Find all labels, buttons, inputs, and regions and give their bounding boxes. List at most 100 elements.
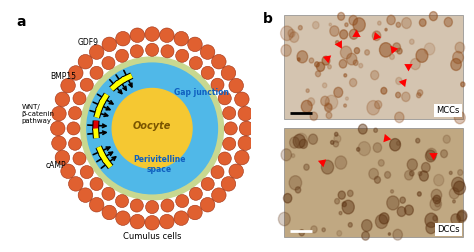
Text: a: a — [17, 15, 26, 29]
Circle shape — [369, 168, 378, 179]
Circle shape — [73, 92, 86, 105]
Circle shape — [283, 194, 292, 203]
Circle shape — [385, 28, 387, 31]
Circle shape — [342, 202, 346, 207]
Circle shape — [224, 122, 237, 135]
Text: b: b — [263, 12, 273, 26]
Circle shape — [454, 181, 465, 195]
Circle shape — [174, 32, 189, 46]
Circle shape — [116, 49, 128, 62]
Circle shape — [330, 140, 334, 144]
Circle shape — [425, 213, 438, 227]
Circle shape — [373, 143, 382, 152]
Circle shape — [371, 71, 379, 80]
Circle shape — [189, 56, 202, 70]
Circle shape — [295, 133, 308, 147]
Circle shape — [449, 188, 459, 199]
Circle shape — [426, 222, 436, 234]
Circle shape — [416, 138, 420, 143]
Circle shape — [337, 231, 342, 236]
Circle shape — [344, 104, 346, 107]
Circle shape — [61, 164, 75, 178]
Circle shape — [69, 177, 83, 191]
Circle shape — [145, 27, 159, 41]
Circle shape — [431, 189, 442, 201]
Circle shape — [69, 66, 83, 80]
Circle shape — [130, 28, 145, 43]
Circle shape — [348, 223, 352, 227]
Circle shape — [298, 25, 302, 30]
Circle shape — [78, 54, 92, 69]
Text: MCCs: MCCs — [437, 106, 460, 115]
Circle shape — [418, 90, 423, 96]
Circle shape — [176, 49, 189, 62]
Circle shape — [419, 171, 428, 181]
Circle shape — [416, 49, 428, 62]
Circle shape — [281, 149, 292, 161]
Circle shape — [73, 152, 86, 165]
Circle shape — [90, 198, 104, 212]
Circle shape — [340, 30, 348, 39]
Circle shape — [396, 92, 401, 98]
Circle shape — [201, 45, 215, 59]
Circle shape — [395, 112, 404, 123]
Circle shape — [218, 92, 231, 105]
Text: DCCs: DCCs — [438, 225, 460, 234]
Circle shape — [188, 37, 202, 52]
Circle shape — [321, 160, 334, 174]
Circle shape — [87, 63, 218, 194]
Circle shape — [112, 88, 192, 168]
Circle shape — [160, 28, 174, 43]
Circle shape — [339, 211, 342, 215]
Circle shape — [384, 172, 391, 178]
Circle shape — [52, 106, 66, 121]
Circle shape — [443, 135, 450, 143]
Circle shape — [405, 171, 413, 180]
Circle shape — [61, 78, 75, 93]
Circle shape — [336, 41, 339, 44]
Text: Perivitelline
space: Perivitelline space — [133, 155, 186, 174]
Circle shape — [410, 58, 420, 70]
Circle shape — [401, 92, 410, 102]
Circle shape — [426, 148, 437, 160]
Circle shape — [391, 190, 393, 193]
Circle shape — [457, 211, 466, 223]
Circle shape — [359, 64, 363, 68]
Text: Gap junction: Gap junction — [174, 88, 229, 97]
Circle shape — [353, 60, 358, 66]
Circle shape — [387, 196, 399, 210]
Circle shape — [288, 29, 295, 37]
Circle shape — [311, 226, 317, 233]
Circle shape — [451, 58, 461, 71]
Circle shape — [289, 176, 301, 190]
Circle shape — [455, 42, 465, 53]
Circle shape — [380, 43, 392, 57]
Circle shape — [315, 62, 319, 67]
Circle shape — [365, 50, 369, 55]
Circle shape — [344, 74, 346, 77]
Circle shape — [378, 160, 384, 166]
Circle shape — [421, 163, 430, 172]
Circle shape — [435, 201, 440, 207]
Circle shape — [239, 121, 254, 136]
Circle shape — [354, 48, 360, 54]
Circle shape — [80, 166, 93, 179]
Circle shape — [130, 199, 143, 212]
Circle shape — [116, 211, 130, 225]
Circle shape — [161, 45, 174, 58]
Circle shape — [362, 232, 369, 240]
Circle shape — [374, 128, 377, 132]
Circle shape — [404, 205, 413, 215]
Circle shape — [401, 18, 411, 28]
Circle shape — [461, 82, 465, 87]
Circle shape — [299, 230, 304, 236]
Circle shape — [324, 103, 332, 111]
Circle shape — [55, 150, 70, 165]
Circle shape — [145, 215, 159, 230]
Circle shape — [130, 214, 145, 229]
Circle shape — [429, 12, 438, 21]
Circle shape — [308, 98, 315, 106]
Circle shape — [346, 97, 348, 100]
Circle shape — [381, 87, 387, 94]
Circle shape — [396, 22, 401, 27]
